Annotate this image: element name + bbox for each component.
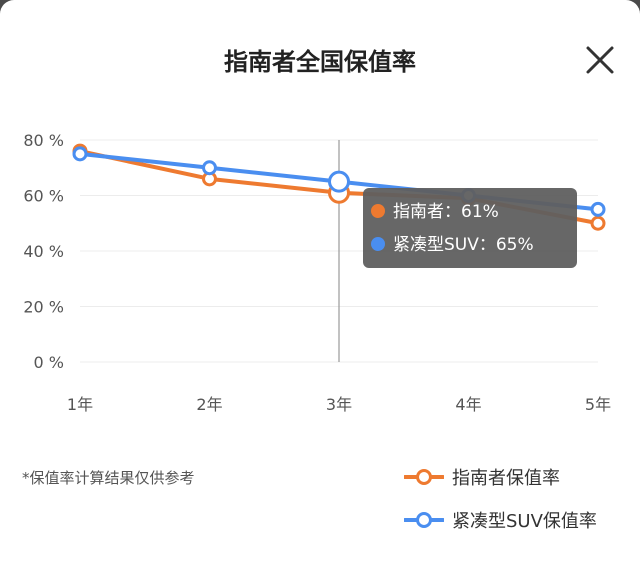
tooltip-box [363, 188, 577, 268]
footnote: *保值率计算结果仅供参考 [22, 469, 195, 487]
data-point [328, 170, 350, 193]
legend-label: 紧凑型SUV保值率 [452, 511, 597, 532]
tooltip-marker [371, 237, 385, 251]
tooltip-text: 紧凑型SUV：65% [393, 235, 534, 255]
y-tick-label: 40 % [23, 242, 64, 261]
tooltip-marker [371, 204, 385, 218]
legend-item-series-1[interactable]: 指南者保值率 [404, 464, 560, 490]
y-tick-label: 80 % [23, 131, 64, 150]
page-title: 指南者全国保值率 [224, 48, 416, 76]
y-tick-label: 20 % [23, 298, 64, 317]
close-icon [586, 46, 614, 74]
data-point [590, 215, 606, 231]
close-button[interactable] [578, 38, 622, 82]
legend-label: 指南者保值率 [452, 468, 560, 489]
line-chart[interactable]: 0 % 20 % 40 % 60 % 80 % 1年 2年 3年 4年 5年 指南者：61% 紧凑型S… [0, 0, 640, 440]
x-tick-label: 5年 [585, 395, 611, 414]
legend-marker-icon [404, 512, 444, 528]
x-tick-label: 4年 [455, 395, 481, 414]
legend-marker-icon [404, 469, 444, 485]
x-tick-label: 3年 [326, 395, 352, 414]
data-point [590, 201, 606, 217]
x-tick-label: 1年 [67, 395, 93, 414]
y-tick-label: 0 % [34, 353, 64, 372]
data-point [72, 146, 88, 162]
data-point [202, 160, 217, 176]
legend-item-series-2[interactable]: 紧凑型SUV保值率 [404, 507, 597, 533]
y-tick-label: 60 % [23, 187, 64, 206]
x-tick-label: 2年 [196, 395, 222, 414]
tooltip-text: 指南者：61% [393, 202, 499, 222]
